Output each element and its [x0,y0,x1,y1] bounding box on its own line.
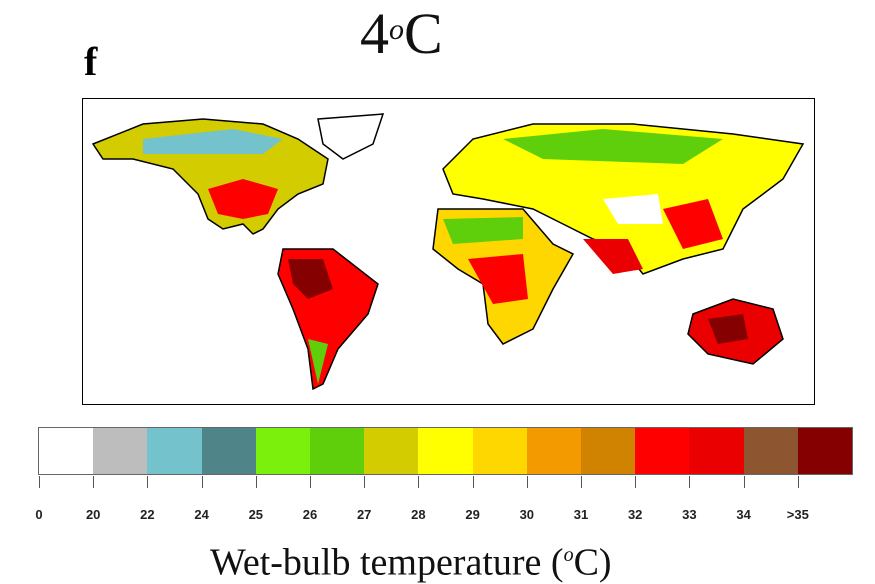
colorbar-tick [147,476,149,488]
colorbar-swatch [364,428,419,474]
colorbar-tick-label: >35 [786,507,809,522]
colorbar-tick-label: 26 [302,507,318,522]
colorbar-tick-label: 0 [35,507,43,522]
colorbar-tick-label: 29 [465,507,480,522]
colorbar-swatch [581,428,636,474]
colorbar-swatch [201,428,256,474]
figure-title: 4oC [360,1,443,66]
colorbar-label: Wet-bulb temperature (oC) [210,541,612,584]
colorbar-tick [201,476,203,488]
colorbar-tick [39,476,40,488]
colorbar-tick [743,476,745,488]
colorbar-tick [93,476,95,488]
colorbar-swatch [635,428,690,474]
colorbar-swatch [526,428,582,474]
colorbar-tick [797,476,799,488]
colorbar-tick-label: 32 [627,507,643,522]
colorbar-swatch [689,428,744,474]
colorbar-tick [364,476,366,488]
colorbar-tick-label: 22 [140,507,155,522]
colorbar-tick [635,476,637,488]
colorbar-swatch [147,428,202,474]
colorbar-tick-label: 25 [248,507,264,522]
colorbar-tick-label: 34 [736,507,751,522]
colorbar-swatch [93,428,148,474]
colorbar-tick [418,476,420,488]
colorbar-swatch [39,428,94,474]
colorbar-tick [255,476,257,488]
colorbar-tick-label: 27 [356,507,372,522]
colorbar-tick [472,476,474,488]
colorbar-tick-label: 20 [85,507,101,522]
colorbar-tick-label: 28 [411,507,426,522]
colorbar-swatch [418,428,473,474]
panel-label: f [84,39,98,84]
colorbar-tick [310,476,311,488]
colorbar-tick-label: 24 [194,507,209,522]
world-map [82,98,815,405]
colorbar-tick-label: 31 [573,507,589,522]
colorbar-tick-label: 33 [682,507,697,522]
colorbar-swatch [310,428,365,474]
colorbar-tick [526,476,528,488]
colorbar [38,427,853,475]
colorbar-tick [689,476,691,488]
colorbar-swatch [255,428,311,474]
colorbar-swatch [797,428,853,474]
colorbar-swatch [472,428,527,474]
colorbar-tick [581,476,582,488]
greenland [317,113,385,160]
colorbar-swatch [743,428,798,474]
colorbar-tick-label: 30 [519,507,535,522]
